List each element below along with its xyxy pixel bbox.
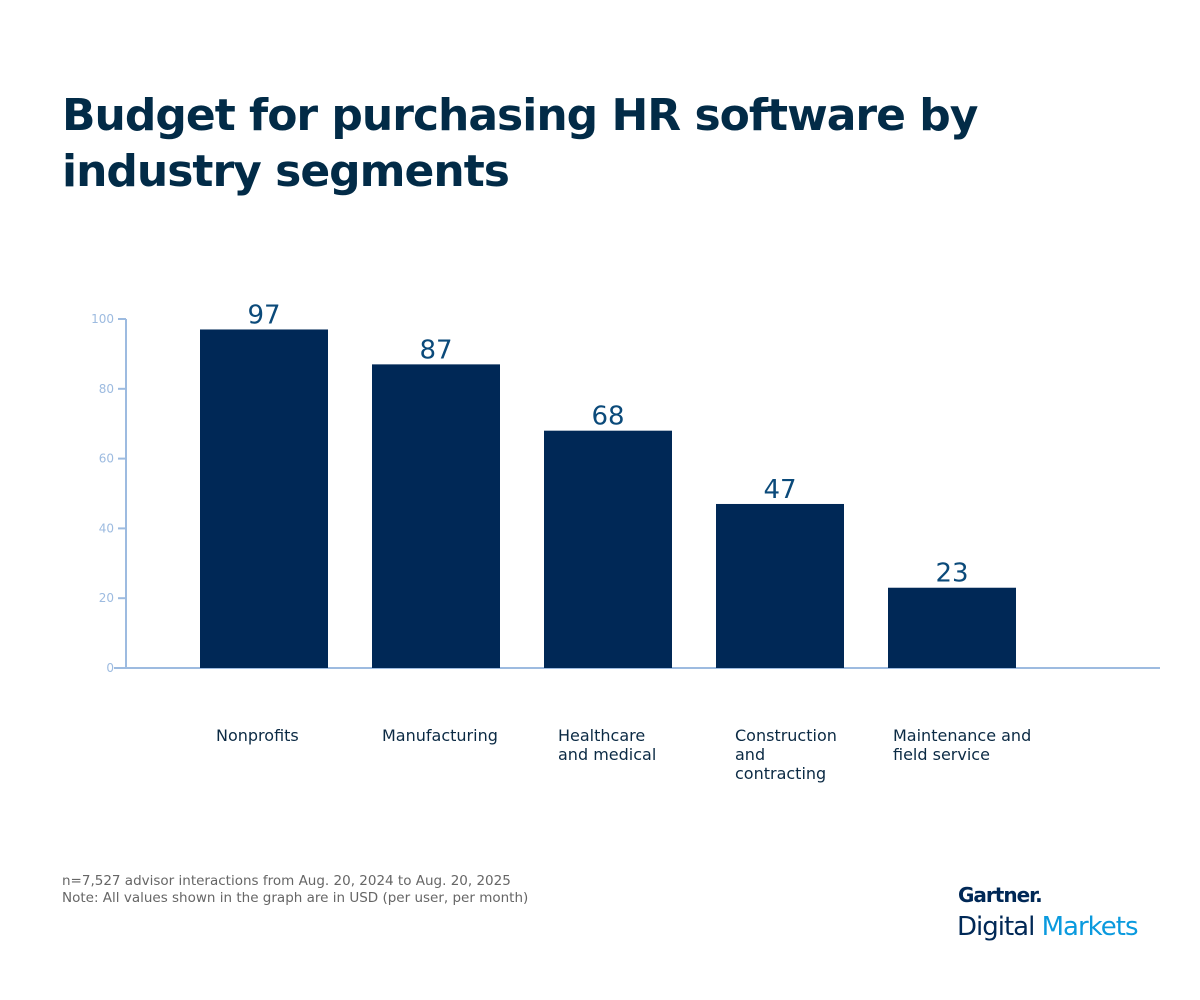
x-tick-label: Construction and contracting [735,726,837,783]
y-tick-label: 20 [99,591,114,605]
bar-1 [372,364,500,668]
bar-0 [200,329,328,668]
bar-4 [888,587,1016,668]
data-label: 23 [935,559,968,589]
bar-3 [716,503,844,668]
logo-digital: Digital [957,912,1035,942]
x-tick-label: Nonprofits [216,726,299,745]
data-label: 68 [591,402,624,432]
data-label: 97 [247,300,280,330]
logo-markets: Markets [1041,912,1139,942]
data-label: 87 [419,335,452,365]
data-label: 47 [763,475,796,505]
y-tick-label: 0 [106,661,114,675]
y-tick-label: 40 [99,521,114,535]
currency-note: Note: All values shown in the graph are … [62,890,529,906]
bar-2 [544,430,672,668]
x-tick-label: Manufacturing [382,726,498,745]
y-tick-label: 100 [91,312,114,326]
chart-title: Budget for purchasing HR software by ind… [62,90,978,197]
digital-markets-logo: Digital Markets [957,912,1139,942]
sample-note: n=7,527 advisor interactions from Aug. 2… [62,873,511,889]
y-tick-label: 60 [99,452,114,466]
x-tick-label: Healthcare and medical [558,726,657,764]
gartner-logo: Gartner. [958,883,1043,907]
y-tick-label: 80 [99,382,114,396]
x-tick-label: Maintenance and field service [893,726,1032,764]
